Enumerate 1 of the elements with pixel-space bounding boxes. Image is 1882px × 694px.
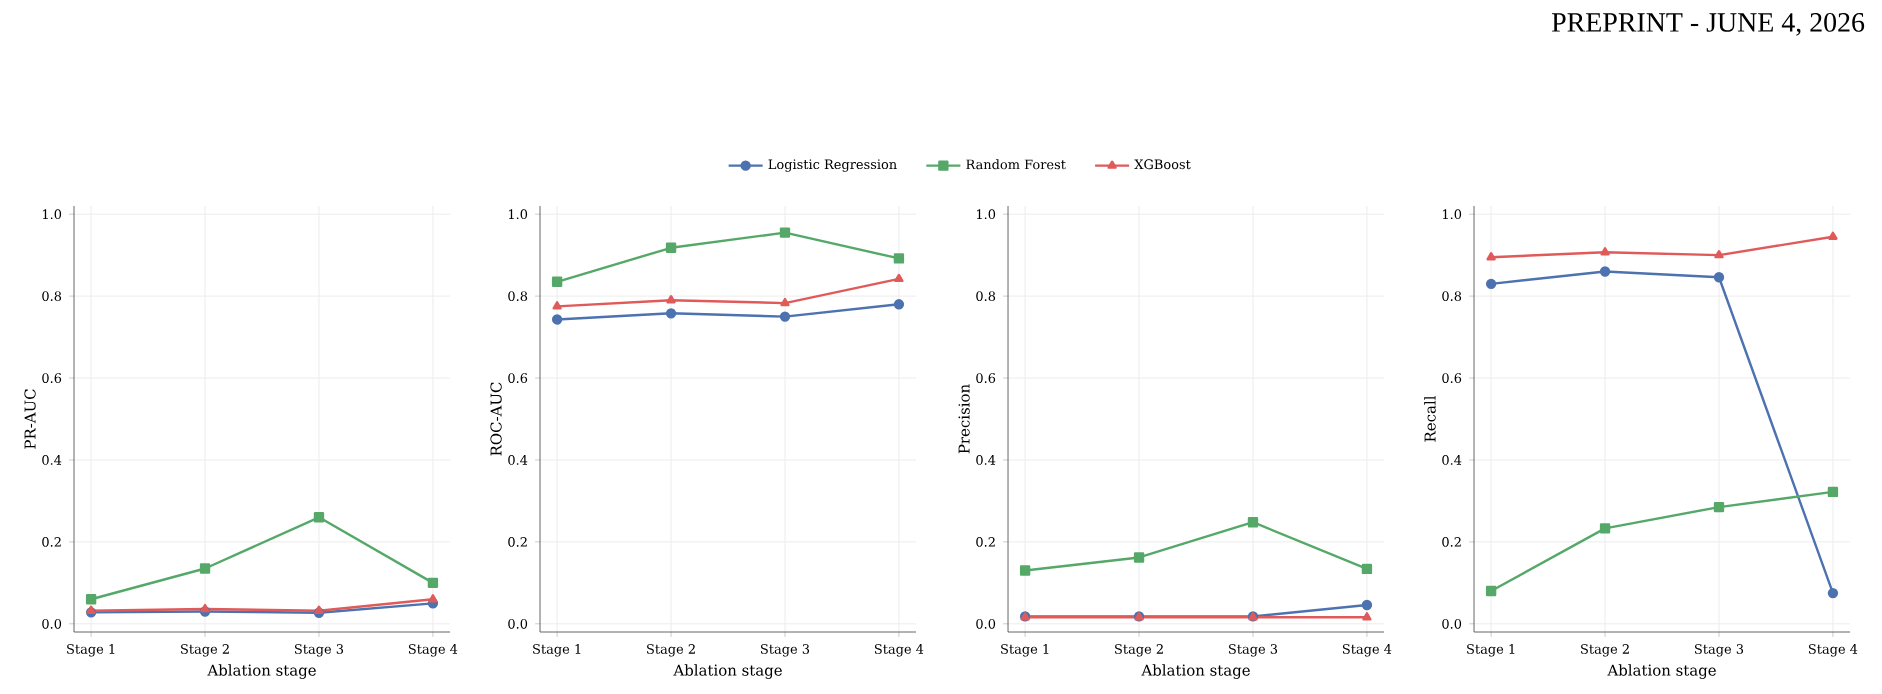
text: PREPRINT - JUNE 4, 2026 — [1551, 13, 1865, 36]
